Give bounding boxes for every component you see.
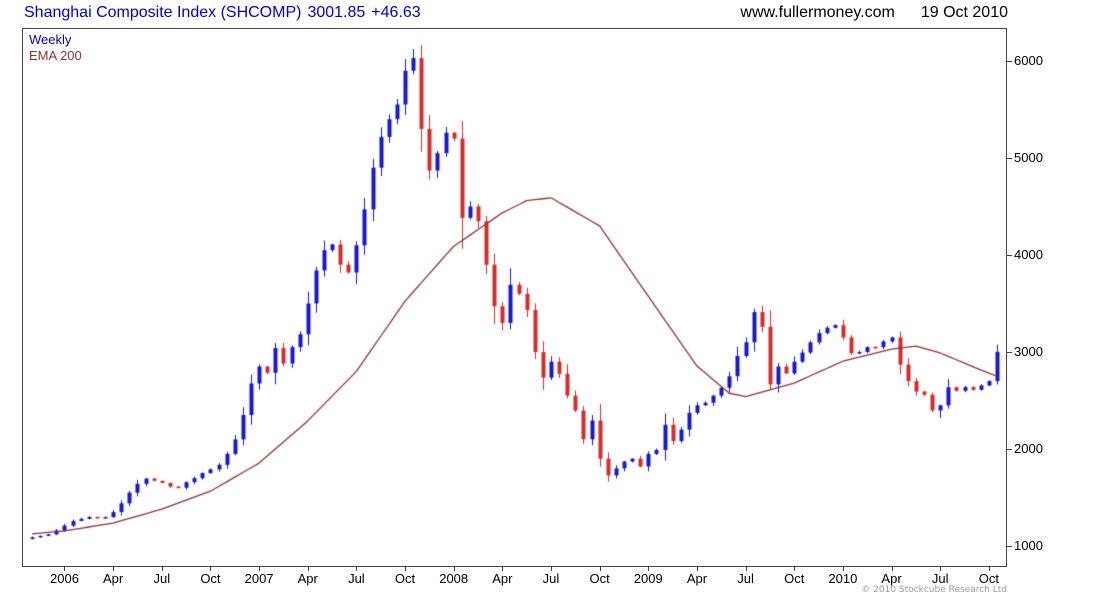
y-tick-mark [1007,351,1012,353]
x-tick-mark [307,567,309,571]
x-axis-label: Jul [737,571,754,586]
y-axis-label: 5000 [1014,150,1043,165]
x-axis-label: Oct [978,571,999,586]
x-tick-mark [696,567,698,571]
y-tick-mark [1007,157,1012,159]
last-price: 3001.85 [307,4,366,21]
x-axis-label: Oct [784,571,805,586]
x-tick-mark [988,567,990,571]
x-tick-mark [405,567,407,571]
price-chart-canvas [23,29,1006,566]
instrument-name: Shanghai Composite Index (SHCOMP) [24,4,302,21]
x-axis-label: Oct [394,571,416,586]
chart-title: Shanghai Composite Index (SHCOMP) 3001.85… [24,4,427,22]
y-axis-label: 6000 [1014,53,1043,68]
x-axis-label: 2007 [244,571,274,586]
y-tick-mark [1007,254,1012,256]
x-axis-label: Apr [686,571,708,586]
x-tick-mark [113,567,115,571]
x-tick-mark [550,567,552,571]
y-tick-mark [1007,60,1012,62]
copyright-note: © 2010 Stockcube Research Ltd [861,585,1007,595]
plot-area: Weekly EMA 200 [22,28,1007,567]
website-link[interactable]: www.fullermoney.com [740,4,895,21]
x-axis-label: Jul [542,571,560,586]
legend-ema-200: EMA 200 [29,48,82,63]
x-tick-mark [842,567,844,571]
x-axis-label: Apr [492,571,513,586]
y-tick-mark [1007,448,1012,450]
x-axis-label: Oct [589,571,610,586]
y-axis-label: 1000 [1014,538,1043,554]
x-axis-label: 2009 [633,571,663,586]
x-axis-label: 2008 [439,571,469,586]
x-tick-mark [794,567,796,571]
x-axis-label: Oct [200,571,221,586]
x-tick-mark [599,567,601,571]
x-tick-mark [502,567,504,571]
x-axis-label: 2006 [50,571,79,586]
price-change: +46.63 [371,4,421,21]
x-tick-mark [745,567,747,571]
y-tick-mark [1007,545,1012,547]
x-tick-mark [940,567,942,571]
x-tick-mark [259,567,261,571]
x-tick-mark [64,567,66,571]
x-tick-mark [210,567,212,571]
x-tick-mark [356,567,358,571]
x-axis-label: Jul [931,571,949,586]
x-axis-label: Apr [881,571,902,586]
x-tick-mark [648,567,650,571]
x-axis-label: Apr [103,571,124,586]
y-axis-label: 4000 [1014,247,1043,262]
y-axis-label: 2000 [1014,441,1043,457]
chart-legend: Weekly EMA 200 [29,32,82,64]
x-axis-label: Apr [297,571,318,586]
x-axis-label: Jul [348,571,365,586]
y-axis-label: 3000 [1014,344,1043,359]
x-tick-mark [161,567,163,571]
x-tick-mark [891,567,893,571]
legend-weekly: Weekly [29,32,72,47]
header-right: www.fullermoney.com 19 Oct 2010 [740,4,1008,22]
x-tick-mark [453,567,455,571]
x-axis-label: Jul [153,571,171,586]
x-axis-label: 2010 [828,571,858,586]
header-date: 19 Oct 2010 [920,4,1008,21]
